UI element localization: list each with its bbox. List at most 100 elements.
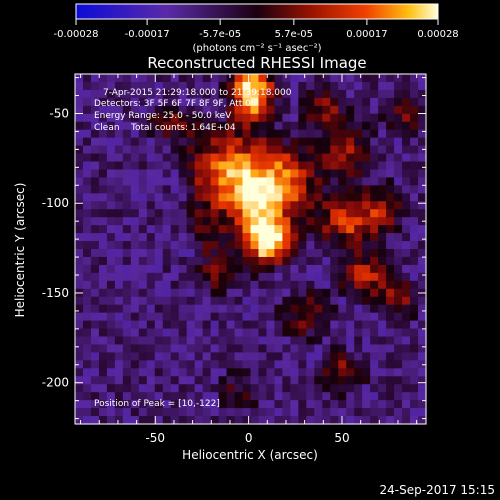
heatmap-cell xyxy=(346,264,355,274)
heatmap-cell xyxy=(298,145,307,155)
heatmap-cell xyxy=(242,161,252,171)
heatmap-cell xyxy=(218,145,228,155)
heatmap-cell xyxy=(186,408,196,417)
heatmap-cell xyxy=(82,233,92,242)
heatmap-cell xyxy=(330,360,339,369)
heatmap-cell xyxy=(170,81,180,91)
heatmap-cell xyxy=(170,145,180,155)
heatmap-cell xyxy=(298,201,307,210)
heatmap-cell xyxy=(338,217,347,226)
heatmap-cell xyxy=(258,304,268,314)
heatmap-cell xyxy=(378,74,387,83)
heatmap-cell xyxy=(138,121,148,131)
heatmap-cell xyxy=(322,137,331,147)
heatmap-cell xyxy=(106,320,116,330)
heatmap-cell xyxy=(362,360,371,369)
heatmap-cell xyxy=(274,336,284,346)
heatmap-cell xyxy=(346,145,355,155)
heatmap-cell xyxy=(346,169,355,178)
heatmap-cell xyxy=(258,360,268,369)
heatmap-cell xyxy=(242,304,252,314)
heatmap-cell xyxy=(202,161,212,171)
heatmap-cell xyxy=(330,161,339,171)
heatmap-cell xyxy=(354,74,363,83)
heatmap-cell xyxy=(82,288,92,298)
heatmap-cell xyxy=(138,288,148,298)
heatmap-cell xyxy=(130,74,140,83)
heatmap-cell xyxy=(75,296,84,306)
heatmap-cell xyxy=(330,81,339,91)
heatmap-cell xyxy=(242,249,252,258)
heatmap-cell xyxy=(90,105,100,115)
colorbar-ticks: -0.00028 -0.00017 -5.7e-05 5.7e-05 0.00017 0.… xyxy=(54,19,459,40)
heatmap-cell xyxy=(90,336,100,346)
heatmap-cell xyxy=(242,272,252,282)
heatmap-cell xyxy=(218,113,228,123)
heatmap-cell xyxy=(218,225,228,234)
heatmap-cell xyxy=(290,121,299,131)
heatmap-cell xyxy=(194,249,204,258)
heatmap-cell xyxy=(234,74,244,83)
heatmap-cell xyxy=(202,288,212,298)
heatmap-cell xyxy=(114,384,124,393)
heatmap-cell xyxy=(202,233,212,242)
heatmap-cell xyxy=(258,320,268,330)
heatmap-cell xyxy=(146,193,156,202)
heatmap-cell xyxy=(90,416,100,425)
heatmap-cell xyxy=(394,201,403,210)
heatmap-cell xyxy=(114,89,124,99)
heatmap-cell xyxy=(346,368,355,377)
heatmap-cell xyxy=(394,241,403,250)
heatmap-cell xyxy=(146,416,156,425)
heatmap-cell xyxy=(314,153,323,163)
heatmap-cell xyxy=(274,264,284,274)
heatmap-cell xyxy=(354,241,363,250)
heatmap-cell xyxy=(362,81,371,91)
heatmap-cell xyxy=(75,161,84,171)
heatmap-cell xyxy=(338,209,347,218)
heatmap-cell xyxy=(394,74,403,83)
heatmap-cell xyxy=(146,121,156,131)
heatmap-cell xyxy=(138,241,148,250)
heatmap-cell xyxy=(346,193,355,202)
heatmap-cell xyxy=(362,296,371,306)
heatmap-cell xyxy=(75,384,84,393)
heatmap-cell xyxy=(210,344,220,353)
heatmap-cell xyxy=(394,81,403,91)
heatmap-cell xyxy=(290,296,299,306)
heatmap-cell xyxy=(130,169,140,178)
heatmap-cell xyxy=(394,169,403,178)
heatmap-cell xyxy=(410,312,419,322)
heatmap-cell xyxy=(178,105,188,115)
heatmap-cell xyxy=(130,81,140,91)
heatmap-cell xyxy=(146,376,156,385)
heatmap-cell xyxy=(186,225,196,234)
heatmap-cell xyxy=(218,288,228,298)
heatmap-cell xyxy=(218,312,228,322)
heatmap-cell xyxy=(314,368,323,377)
heatmap-cell xyxy=(186,384,196,393)
heatmap-cell xyxy=(290,137,299,147)
heatmap-cell xyxy=(226,392,236,401)
heatmap-cell xyxy=(394,193,403,202)
heatmap-cell xyxy=(202,384,212,393)
heatmap-cell xyxy=(154,376,164,385)
heatmap-cell xyxy=(354,304,363,314)
heatmap-cell xyxy=(218,249,228,258)
heatmap-cell xyxy=(370,384,379,393)
heatmap-cell xyxy=(106,121,116,131)
heatmap-cell xyxy=(402,81,411,91)
heatmap-cell xyxy=(290,336,299,346)
heatmap-cell xyxy=(98,344,108,353)
heatmap-cell xyxy=(178,376,188,385)
heatmap-cell xyxy=(378,296,387,306)
heatmap-cell xyxy=(114,312,124,322)
heatmap-cell xyxy=(410,153,419,163)
heatmap-cell xyxy=(194,129,204,139)
heatmap-cell xyxy=(154,249,164,258)
heatmap-cell xyxy=(186,233,196,242)
heatmap-cell xyxy=(138,249,148,258)
heatmap-cell xyxy=(258,416,268,425)
x-tick-label: 0 xyxy=(245,431,253,445)
heatmap-cell xyxy=(98,241,108,250)
